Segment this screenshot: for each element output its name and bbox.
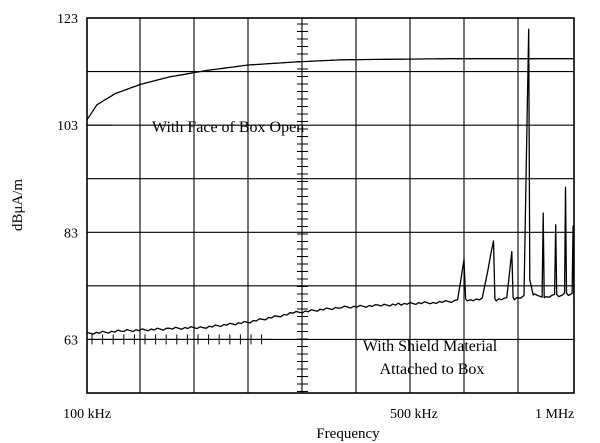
series-line-1 xyxy=(86,58,574,121)
series-line-2 xyxy=(86,28,575,335)
y-tick-label: 83 xyxy=(64,226,78,241)
plot-frame xyxy=(86,17,575,394)
y-tick-label: 103 xyxy=(57,119,78,134)
series-group xyxy=(86,28,575,335)
annotation-box-open: With Face of Box Open xyxy=(152,119,304,136)
x-tick-label: 1 MHz xyxy=(535,407,574,422)
y-tick-label: 123 xyxy=(57,12,78,27)
grid xyxy=(87,17,574,393)
x-tick-label: 500 kHz xyxy=(390,407,438,422)
minor-ticks xyxy=(87,23,308,392)
annotation-shield: With Shield Material Attached to Box xyxy=(363,338,501,378)
annotation-shield-line-2: Attached to Box xyxy=(380,361,485,378)
y-tick-label: 63 xyxy=(64,333,78,348)
x-tick-label: 100 kHz xyxy=(63,407,111,422)
y-tick-labels: 123 103 83 63 xyxy=(57,12,78,348)
annotation-shield-line-1: With Shield Material xyxy=(363,338,498,355)
y-axis-label: dBμA/m xyxy=(10,179,26,232)
x-axis-label: Frequency xyxy=(316,426,380,442)
x-tick-labels: 100 kHz 500 kHz 1 MHz xyxy=(63,407,574,422)
